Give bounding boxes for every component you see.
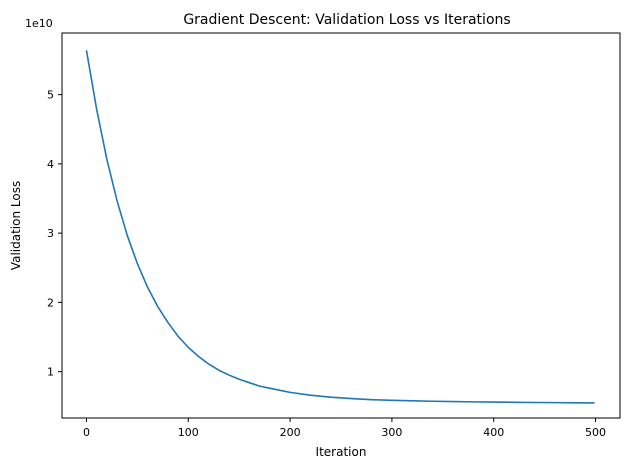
y-axis-ticks: 1 2 3 4 5: [47, 89, 62, 379]
x-axis-label: Iteration: [316, 445, 367, 459]
y-tick-label: 1: [47, 366, 54, 379]
y-axis-label: Validation Loss: [9, 181, 23, 270]
y-tick-label: 4: [47, 158, 54, 171]
x-tick-label: 400: [483, 426, 504, 439]
series-line: [85, 50, 595, 404]
x-tick-label: 300: [381, 426, 402, 439]
y-tick-label: 5: [47, 89, 54, 102]
y-tick-label: 3: [47, 227, 54, 240]
x-tick-label: 200: [280, 426, 301, 439]
plot-area-frame: [61, 32, 621, 419]
chart-title: Gradient Descent: Validation Loss vs Ite…: [183, 12, 510, 28]
y-offset-label: 1e10: [25, 17, 53, 30]
x-tick-label: 100: [178, 426, 199, 439]
plot-series: [85, 50, 595, 404]
x-tick-label: 0: [83, 426, 90, 439]
y-tick-label: 2: [47, 296, 54, 309]
x-tick-label: 500: [585, 426, 606, 439]
x-axis-ticks: 0 100 200 300 400 500: [83, 418, 606, 439]
